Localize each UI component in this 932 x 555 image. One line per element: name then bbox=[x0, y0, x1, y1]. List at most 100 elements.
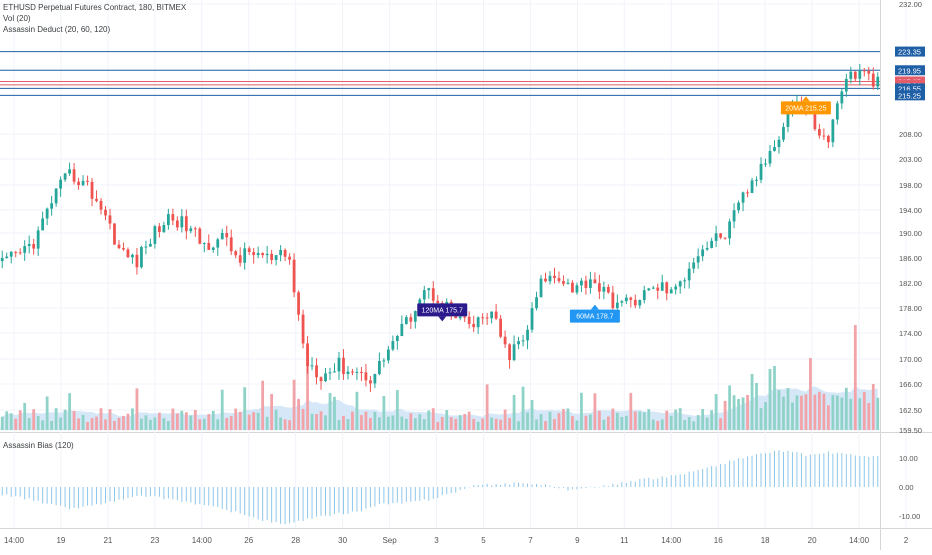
volume-bar bbox=[521, 386, 525, 430]
volume-bar bbox=[243, 387, 247, 430]
volume-bar bbox=[584, 415, 588, 430]
candle-body bbox=[764, 163, 767, 165]
candle-body bbox=[369, 380, 372, 384]
candle-body bbox=[813, 113, 817, 130]
y-tick-label: 162.50 bbox=[899, 406, 922, 415]
candle-body bbox=[431, 288, 435, 301]
volume-bar bbox=[391, 415, 395, 430]
candle-body bbox=[54, 188, 58, 204]
candle-body bbox=[162, 225, 166, 232]
volume-bar bbox=[41, 420, 45, 430]
x-tick-label: 18 bbox=[761, 536, 770, 545]
volume-bar bbox=[180, 410, 184, 430]
candle-body bbox=[553, 275, 556, 279]
candle-body bbox=[256, 253, 260, 256]
volume-bar bbox=[746, 395, 749, 430]
candle-body bbox=[306, 343, 309, 367]
candle-body bbox=[9, 251, 13, 257]
candle-body bbox=[624, 297, 628, 302]
candle-body bbox=[615, 302, 619, 309]
candle-body bbox=[189, 228, 193, 232]
volume-bar bbox=[867, 403, 871, 430]
volume-bar bbox=[126, 413, 130, 430]
volume-bar bbox=[306, 348, 309, 430]
candle-body bbox=[211, 247, 215, 250]
candle-body bbox=[490, 311, 494, 319]
volume-bar bbox=[710, 410, 714, 430]
candle-body bbox=[422, 290, 426, 300]
x-tick-label: 19 bbox=[56, 536, 65, 545]
y-tick-label: 190.00 bbox=[899, 229, 922, 238]
volume-bar bbox=[261, 380, 265, 430]
ma-tag: 120MA 175.7 bbox=[417, 303, 468, 322]
candle-body bbox=[562, 281, 565, 284]
volume-bar bbox=[544, 421, 547, 430]
volume-bar bbox=[449, 417, 453, 430]
candle-body bbox=[723, 237, 727, 239]
bias-tick-label: 0.00 bbox=[899, 483, 914, 492]
volume-bar bbox=[157, 412, 161, 430]
candle-body bbox=[225, 233, 229, 238]
candle-body bbox=[499, 318, 503, 337]
volume-bar bbox=[355, 391, 359, 430]
candle-body bbox=[620, 301, 624, 303]
bias-label: Assassin Bias (120) bbox=[3, 441, 74, 450]
x-tick-label: 26 bbox=[244, 536, 253, 545]
candle-body bbox=[629, 297, 633, 300]
volume-bar bbox=[822, 393, 826, 430]
volume-bar bbox=[382, 396, 386, 430]
candle-body bbox=[476, 317, 480, 328]
y-tick-label: 194.00 bbox=[899, 206, 922, 215]
volume-bar bbox=[418, 414, 422, 430]
level-label-bg bbox=[895, 83, 925, 94]
volume-bar bbox=[337, 420, 341, 430]
candle-body bbox=[72, 169, 76, 182]
candle-body bbox=[333, 371, 336, 373]
level-label: 215.25 bbox=[898, 91, 921, 100]
candle-body bbox=[606, 287, 610, 293]
y-tick-label: 203.00 bbox=[899, 155, 922, 164]
candle-body bbox=[171, 214, 175, 221]
candle-body bbox=[669, 289, 673, 294]
ma-tag-label: 60MA 178.7 bbox=[576, 314, 613, 321]
candle-body bbox=[301, 314, 305, 344]
volume-bar bbox=[166, 421, 170, 430]
volume-bar bbox=[436, 421, 440, 430]
candle-body bbox=[436, 300, 440, 304]
candle-body bbox=[270, 253, 274, 260]
candle-body bbox=[5, 256, 9, 258]
volume-bar bbox=[184, 412, 188, 430]
volume-bar bbox=[18, 410, 22, 430]
x-tick-label: 21 bbox=[103, 536, 112, 545]
y-tick-label: 208.00 bbox=[899, 130, 922, 139]
volume-bar bbox=[871, 384, 875, 430]
candle-body bbox=[395, 336, 399, 342]
volume-bar bbox=[804, 394, 808, 430]
volume-bar bbox=[638, 411, 642, 430]
volume-bar bbox=[346, 419, 350, 430]
candle-body bbox=[651, 287, 655, 289]
candle-body bbox=[149, 243, 152, 247]
y-tick-label: 198.00 bbox=[899, 181, 922, 190]
volume-bar bbox=[252, 412, 256, 430]
volume-bar bbox=[624, 415, 628, 430]
bias-tick-label: 10.00 bbox=[899, 454, 918, 463]
x-tick-label: 14:00 bbox=[4, 536, 25, 545]
candle-body bbox=[759, 163, 763, 180]
ma-tag-label: 20MA 215.25 bbox=[785, 105, 826, 112]
volume-bar bbox=[288, 420, 291, 430]
ma-tag: 60MA 178.7 bbox=[569, 304, 620, 323]
volume-bar bbox=[876, 397, 880, 430]
volume-bar bbox=[656, 420, 660, 430]
candle-body bbox=[427, 288, 431, 291]
level-label: 223.35 bbox=[898, 48, 921, 57]
candle-body bbox=[337, 357, 341, 372]
candle-body bbox=[508, 344, 511, 361]
volume-bar bbox=[386, 416, 390, 430]
volume-bar bbox=[844, 387, 848, 430]
volume-bar bbox=[526, 412, 529, 430]
candle-body bbox=[166, 214, 170, 226]
volume-bar bbox=[207, 414, 211, 430]
candle-body bbox=[647, 288, 651, 291]
